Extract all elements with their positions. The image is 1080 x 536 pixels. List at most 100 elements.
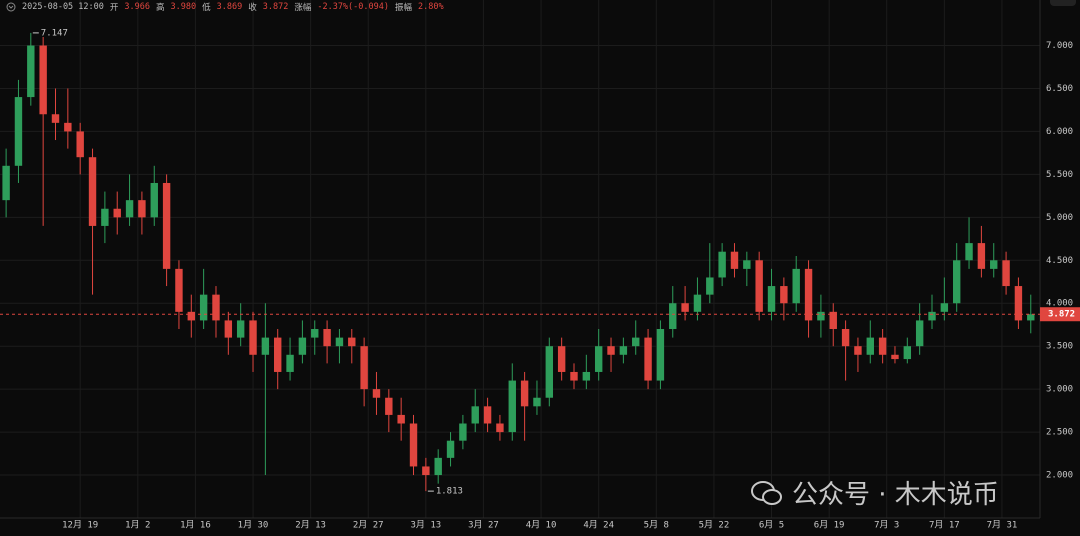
candle-body — [607, 346, 615, 355]
candle-body — [1014, 286, 1023, 321]
y-tick-label: 6.000 — [1046, 127, 1073, 137]
candle-body — [817, 311, 825, 321]
candle-body — [274, 337, 282, 372]
y-tick-label: 2.000 — [1046, 471, 1073, 481]
candle-body — [113, 208, 121, 218]
x-tick-label: 12月 19 — [62, 520, 98, 531]
header-label: 高 — [156, 3, 165, 13]
wechat-icon — [751, 480, 782, 505]
x-tick-label: 2月 13 — [295, 520, 326, 531]
x-tick-label: 1月 2 — [125, 520, 150, 531]
x-tick-label: 6月 19 — [814, 520, 845, 531]
candle-body — [594, 346, 603, 372]
candle-body — [508, 380, 516, 433]
low-annotation: 1.813 — [436, 487, 463, 497]
candle-body — [1002, 260, 1010, 287]
header-value: 3.980 — [170, 2, 197, 12]
header-value: 3.966 — [124, 2, 150, 12]
candle-body — [422, 466, 430, 476]
candle-body — [14, 97, 23, 166]
x-tick-label: 6月 5 — [759, 520, 784, 531]
x-tick-label: 5月 8 — [644, 520, 669, 531]
candle-body — [88, 157, 97, 226]
candle-body — [199, 294, 208, 321]
candle-body — [730, 251, 739, 269]
y-tick-label: 7.000 — [1046, 41, 1073, 51]
candle-body — [545, 346, 554, 398]
y-tick-label: 3.500 — [1046, 342, 1073, 352]
candle-body — [718, 251, 726, 278]
candle-body — [496, 423, 504, 433]
candle-body — [915, 320, 924, 347]
watermark-text: 公众号 · 木木说币 — [792, 480, 999, 510]
candle-body — [51, 114, 60, 123]
candle-body — [323, 329, 331, 347]
candle-body — [39, 45, 47, 115]
candle-body — [311, 329, 319, 338]
candle-body — [681, 303, 689, 312]
candle-body — [298, 337, 307, 355]
candle-body — [829, 311, 837, 330]
candle-body — [101, 208, 109, 226]
x-tick-label: 7月 3 — [874, 520, 899, 531]
candle-body — [706, 277, 714, 295]
candle-body — [755, 260, 763, 312]
y-tick-label: 5.000 — [1046, 213, 1073, 223]
x-tick-label: 7月 31 — [987, 520, 1018, 531]
candle-body — [619, 346, 628, 355]
candle-body — [335, 337, 344, 347]
candle-body — [348, 337, 356, 347]
header-label: 收 — [248, 3, 257, 13]
x-tick-label: 5月 22 — [699, 520, 730, 531]
candle-body — [76, 131, 84, 158]
candle-body — [261, 337, 270, 355]
candle-body — [977, 243, 986, 269]
x-tick-label: 7月 17 — [929, 520, 960, 531]
candle-body — [520, 380, 529, 407]
collapse-icon[interactable] — [6, 2, 16, 12]
candle-body — [397, 414, 405, 424]
high-annotation: 7.147 — [41, 28, 68, 38]
header-label: 低 — [202, 3, 211, 13]
candle-body — [693, 294, 702, 312]
candle-body — [175, 268, 183, 312]
candle-body — [249, 320, 257, 355]
last-price-box — [1040, 307, 1080, 322]
candle-body — [212, 294, 220, 321]
last-price-label: 3.872 — [1048, 310, 1075, 320]
header-label: 涨幅 — [294, 3, 312, 13]
candle-body — [372, 389, 381, 398]
ohlc-header: 2025-08-05 12:00 开 3.966 高 3.980 低 3.869 收 3.87… — [6, 0, 444, 14]
menu-button[interactable] — [1050, 0, 1076, 6]
candle-body — [360, 346, 368, 390]
candle-body — [582, 371, 591, 381]
candle-body — [656, 329, 665, 381]
candle-body — [743, 260, 751, 269]
candle-body — [471, 406, 479, 424]
candle-body — [459, 423, 467, 441]
x-tick-label: 3月 13 — [411, 520, 442, 531]
header-label: 开 — [109, 3, 119, 13]
header-value: -2.37%(-0.094) — [317, 2, 389, 12]
candle-body — [409, 423, 418, 467]
candle-body — [125, 200, 134, 218]
candle-body — [1027, 314, 1035, 321]
candle-body — [669, 303, 677, 330]
candle-body — [990, 260, 998, 269]
y-tick-label: 3.000 — [1046, 385, 1073, 395]
candle-body — [767, 286, 776, 312]
x-tick-label: 2月 27 — [353, 520, 384, 531]
candle-body — [533, 397, 541, 407]
candle-body — [804, 268, 813, 321]
candle-body — [236, 320, 245, 338]
candle-body — [138, 200, 146, 218]
candle-body — [891, 354, 899, 360]
header-datetime: 2025-08-05 12:00 — [22, 2, 104, 12]
header-value: 3.872 — [262, 2, 289, 12]
candle-body — [150, 182, 158, 218]
y-tick-label: 6.500 — [1046, 84, 1073, 94]
candle-body — [928, 311, 936, 321]
candle-body — [792, 268, 800, 304]
